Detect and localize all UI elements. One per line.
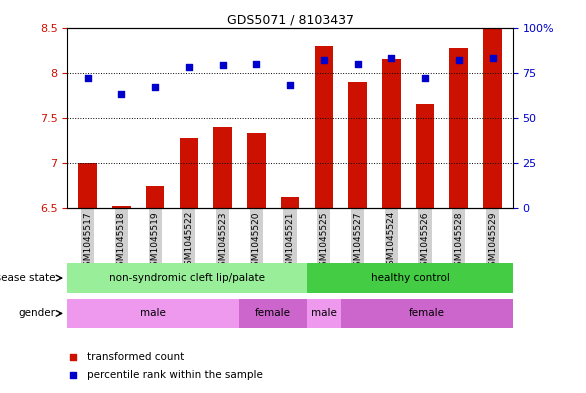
Point <box>285 82 295 88</box>
Bar <box>382 59 401 208</box>
Point <box>488 55 497 61</box>
Text: transformed count: transformed count <box>87 352 184 362</box>
FancyBboxPatch shape <box>342 299 513 328</box>
Point <box>387 55 396 61</box>
Text: gender: gender <box>18 309 55 318</box>
Point <box>117 91 126 97</box>
Point <box>454 57 464 63</box>
FancyBboxPatch shape <box>239 299 307 328</box>
Text: healthy control: healthy control <box>370 273 449 283</box>
Bar <box>281 197 299 208</box>
FancyBboxPatch shape <box>307 263 513 293</box>
Bar <box>179 138 198 208</box>
FancyBboxPatch shape <box>67 263 307 293</box>
Bar <box>112 206 131 208</box>
FancyBboxPatch shape <box>67 299 239 328</box>
Point <box>319 57 329 63</box>
Text: male: male <box>311 309 338 318</box>
Bar <box>415 104 434 208</box>
Text: disease state: disease state <box>0 273 55 283</box>
Title: GDS5071 / 8103437: GDS5071 / 8103437 <box>227 13 353 26</box>
Point <box>218 62 227 69</box>
Point <box>151 84 160 90</box>
Bar <box>247 133 265 208</box>
Bar <box>315 46 333 208</box>
Text: female: female <box>409 309 445 318</box>
Point <box>184 64 193 70</box>
Bar <box>213 127 232 208</box>
Text: female: female <box>255 309 291 318</box>
Bar <box>449 48 468 208</box>
Text: percentile rank within the sample: percentile rank within the sample <box>87 369 263 380</box>
Bar <box>146 186 165 208</box>
Point <box>353 61 362 67</box>
Text: non-syndromic cleft lip/palate: non-syndromic cleft lip/palate <box>110 273 265 283</box>
Point <box>83 75 93 81</box>
Bar <box>348 82 367 208</box>
Bar <box>483 28 502 208</box>
Point <box>68 371 77 378</box>
FancyBboxPatch shape <box>307 299 342 328</box>
Point <box>68 354 77 360</box>
Point <box>251 61 261 67</box>
Bar <box>79 163 97 208</box>
Point <box>420 75 430 81</box>
Text: male: male <box>140 309 166 318</box>
